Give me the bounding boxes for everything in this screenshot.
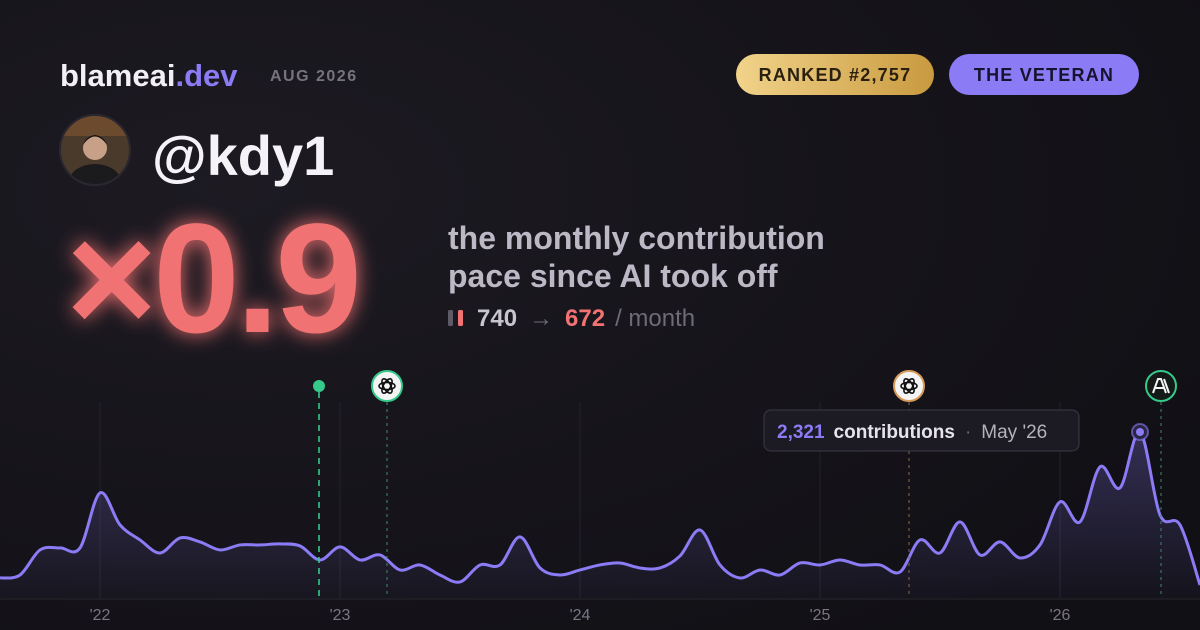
brand-name: blameai bbox=[60, 58, 175, 93]
handle: @kdy1 bbox=[152, 124, 334, 187]
tooltip-date: May '26 bbox=[981, 422, 1047, 443]
multiplier: ×0.9 bbox=[66, 192, 358, 366]
event-logo bbox=[900, 378, 918, 394]
peak-dot bbox=[1136, 428, 1144, 436]
tooltip-value: 2,321 bbox=[777, 422, 825, 443]
description-line: pace since AI took off bbox=[448, 258, 778, 294]
brand-suffix: .dev bbox=[175, 58, 238, 93]
tooltip-separator: · bbox=[965, 422, 971, 443]
tooltip-text: 2,321 contributions · May '26 bbox=[777, 422, 1047, 443]
pace-after: 672 bbox=[565, 305, 605, 332]
pace-unit: / month bbox=[615, 305, 695, 332]
pace-arrow: → bbox=[529, 305, 553, 332]
area bbox=[0, 431, 1200, 598]
tooltip-box bbox=[763, 409, 1080, 452]
period: AUG 2026 bbox=[270, 68, 358, 85]
pace: 740 → 672 / month bbox=[477, 305, 695, 332]
pace-icon bbox=[458, 310, 463, 326]
event-markers bbox=[313, 370, 1177, 598]
title-badge bbox=[949, 54, 1139, 95]
title-badge-text: THE VETERAN bbox=[974, 65, 1114, 85]
event-logo bbox=[1152, 378, 1170, 394]
tooltip: 2,321 contributions · May '26 bbox=[763, 409, 1080, 452]
chart: '22 '23 '24 '25 '26 bbox=[0, 402, 1200, 624]
x-tick-label: '23 bbox=[330, 607, 351, 624]
pace-icon bbox=[448, 310, 453, 326]
avatar bbox=[59, 114, 131, 186]
pace-before: 740 bbox=[477, 305, 517, 332]
tooltip-label: contributions bbox=[834, 422, 955, 443]
brand: blameai.dev bbox=[60, 58, 238, 93]
line bbox=[0, 430, 1200, 586]
description-line: the monthly contribution bbox=[448, 220, 825, 256]
event-icon bbox=[371, 370, 403, 402]
event-logo bbox=[378, 378, 396, 394]
x-tick-label: '26 bbox=[1050, 607, 1071, 624]
x-tick-label: '22 bbox=[90, 607, 111, 624]
event-dot bbox=[313, 380, 325, 392]
rank-badge-text: RANKED #2,757 bbox=[759, 65, 912, 85]
rank-badge bbox=[736, 54, 934, 95]
x-tick-label: '25 bbox=[810, 607, 831, 624]
event-icon bbox=[1145, 370, 1177, 402]
event-icon bbox=[893, 370, 925, 402]
x-tick-label: '24 bbox=[570, 607, 591, 624]
